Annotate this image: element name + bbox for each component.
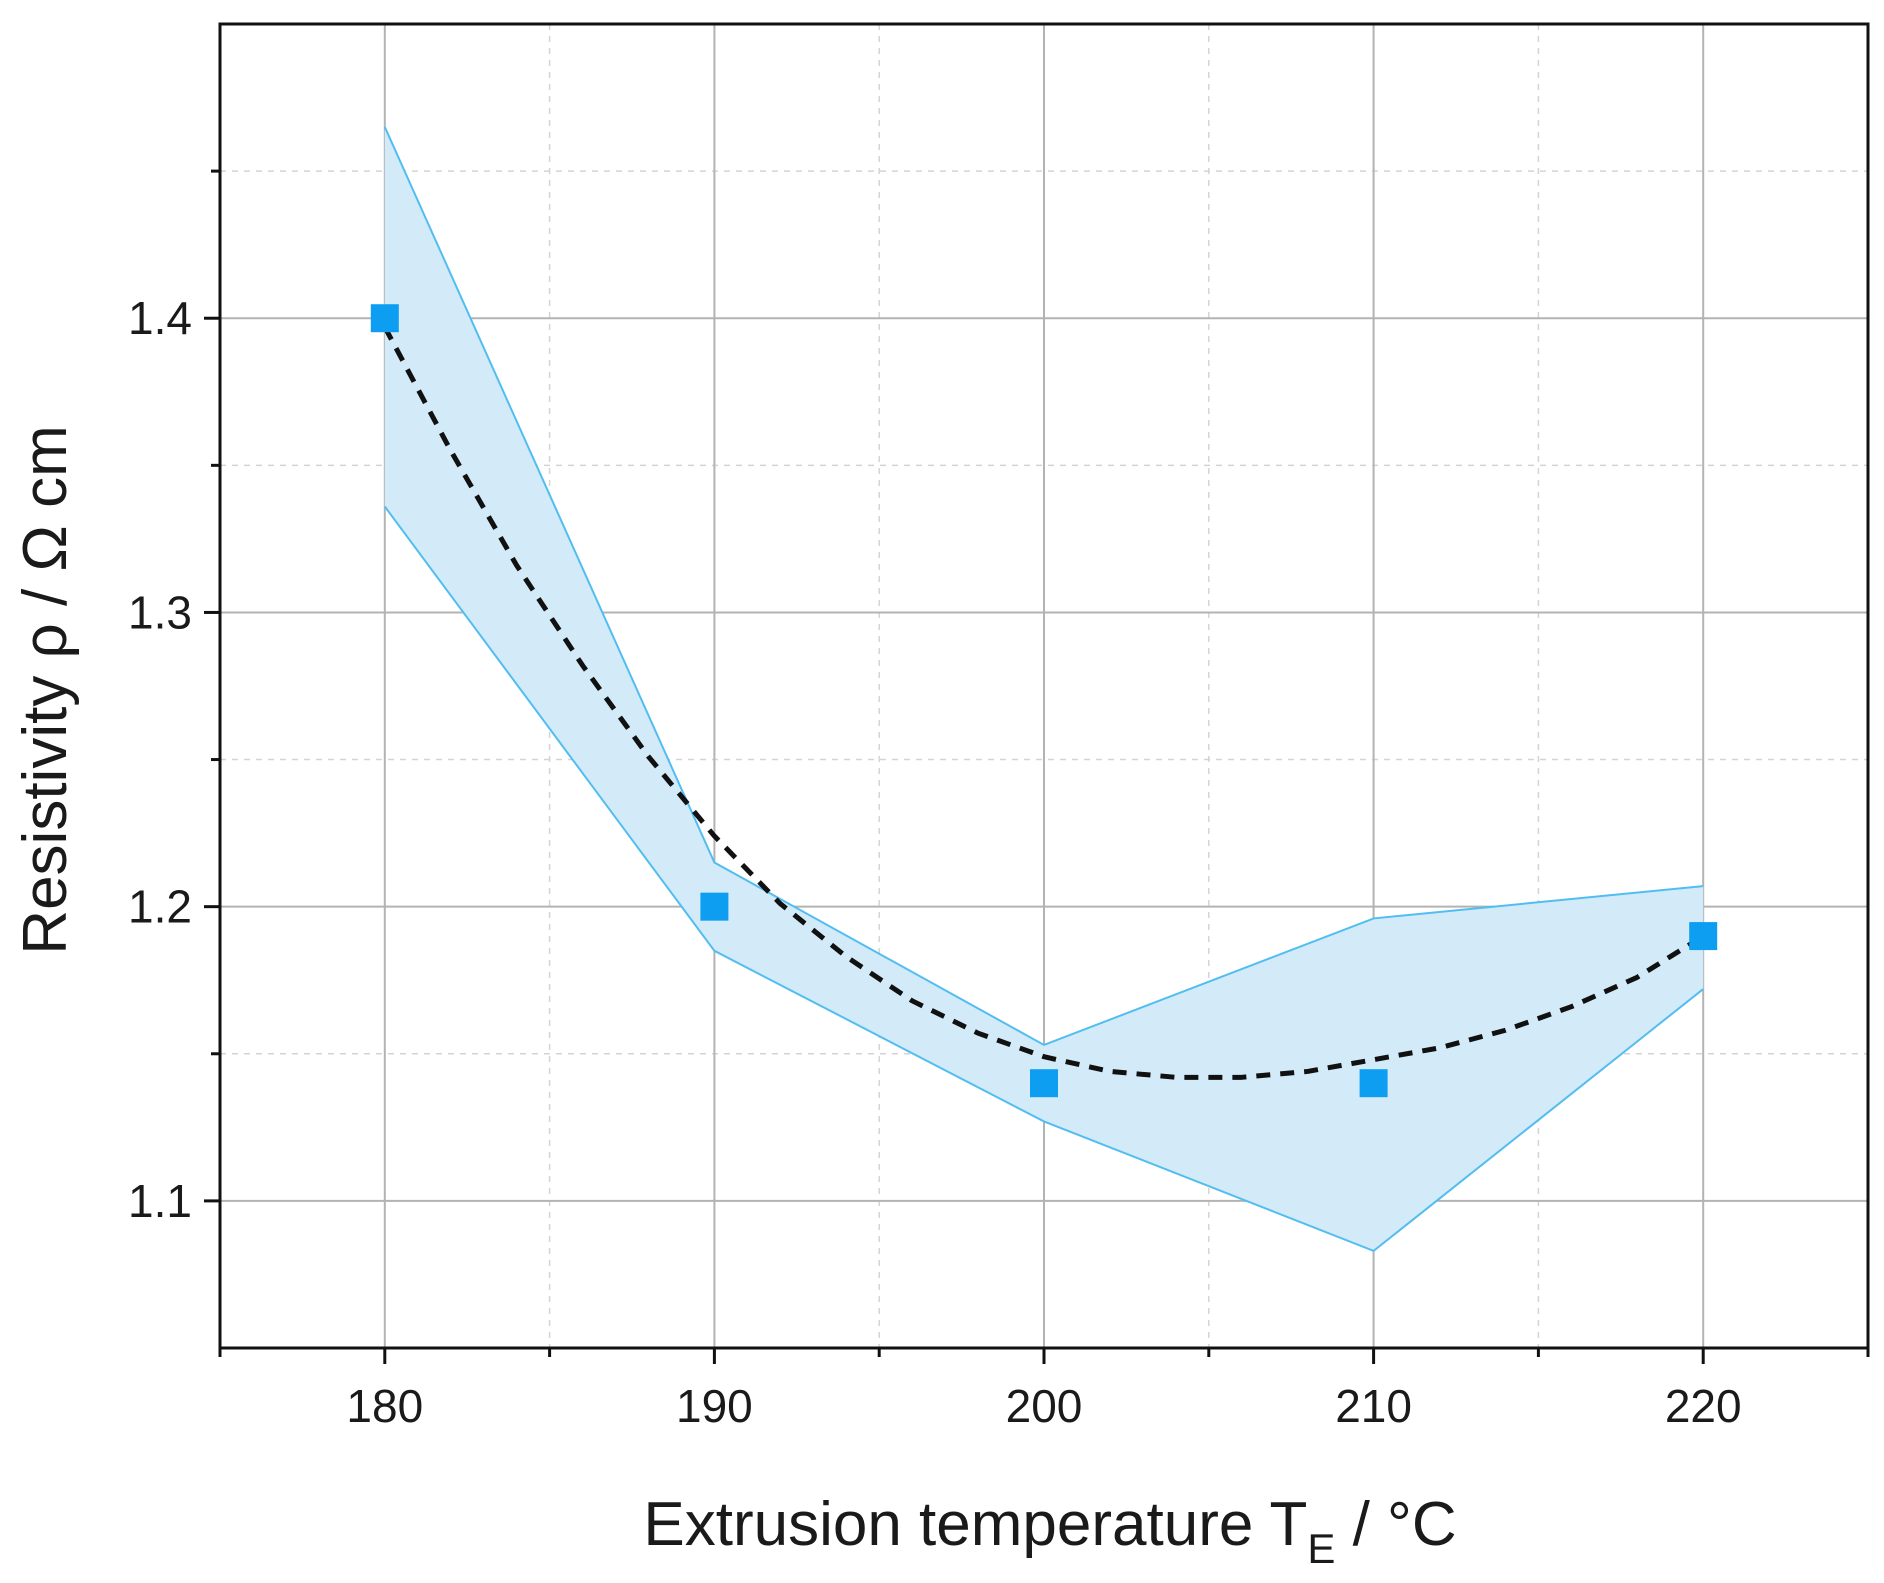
y-axis-title: Resistivity ρ / Ω cm: [11, 425, 80, 954]
ticks: [204, 169, 1870, 1364]
x-tick-label: 190: [676, 1380, 753, 1432]
error-band-layer: [383, 126, 1704, 1253]
marker-layer: [370, 304, 1718, 1098]
x-axis-title-unit: / °C: [1335, 1490, 1456, 1559]
y-tick-label: 1.3: [128, 586, 192, 638]
data-point-marker: [700, 892, 729, 921]
x-axis-title-subscript: E: [1307, 1525, 1335, 1572]
data-point-marker: [1359, 1069, 1388, 1098]
fit-curve-line: [382, 325, 1705, 1080]
x-tick-label: 180: [346, 1380, 423, 1432]
error-band-area: [384, 126, 1704, 1251]
data-point-marker: [1689, 922, 1718, 951]
data-point-marker: [1030, 1069, 1058, 1098]
x-tick-label: 210: [1335, 1380, 1412, 1432]
y-tick-label: 1.1: [128, 1175, 192, 1227]
x-tick-label: 200: [1006, 1380, 1083, 1432]
y-tick-label: 1.2: [128, 881, 192, 933]
fit-layer: [382, 325, 1705, 1080]
x-axis-title-symbol: T: [1269, 1490, 1307, 1559]
y-tick-label: 1.4: [128, 292, 192, 344]
tick-labels: 180 190 200 210 220 1.1 1.2 1.3 1.4: [128, 292, 1742, 1432]
x-axis-title-text: Extrusion temperature: [643, 1490, 1253, 1559]
error-band-upper-line: [383, 126, 1704, 1047]
error-band-lower-line: [383, 505, 1704, 1253]
x-tick-label: 220: [1665, 1380, 1742, 1432]
x-axis-title: Extrusion temperature TE / °C: [643, 1490, 1456, 1572]
data-point-marker: [370, 304, 399, 333]
